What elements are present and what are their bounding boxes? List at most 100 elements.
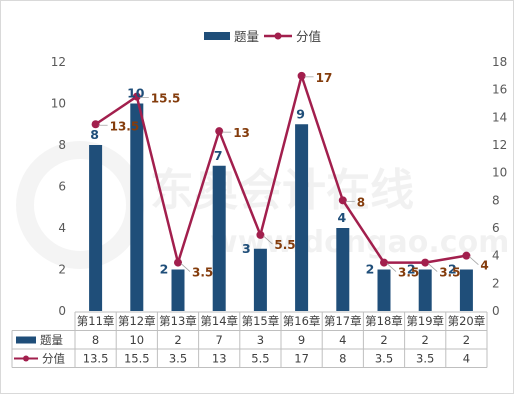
bar-data-label: 2: [448, 262, 457, 277]
table-cell-bar-value: 2: [422, 333, 429, 347]
bar-data-label: 7: [214, 148, 223, 163]
line-point-第15章: [256, 230, 265, 239]
y-left-tick: 2: [58, 263, 66, 277]
line-data-label: 17: [316, 71, 333, 85]
x-category-tick: 第12章: [118, 314, 156, 328]
table-cell-bar-value: 2: [380, 333, 387, 347]
line-label-leader: [386, 263, 397, 272]
y-right-tick: 4: [492, 249, 500, 263]
bar-第19章: [418, 269, 432, 311]
line-data-label: 3.5: [439, 266, 460, 280]
bar-第18章: [377, 269, 391, 311]
table-cell-line-value: 15.5: [124, 352, 150, 366]
bar-第16章: [295, 124, 309, 311]
table-cell-line-value: 4: [463, 352, 470, 366]
line-data-label: 8: [357, 195, 365, 209]
x-category-tick: 第15章: [242, 314, 280, 328]
line-point-第18章: [380, 258, 388, 267]
legend-swatch-marker: [274, 32, 282, 40]
line-label-leader: [263, 235, 273, 245]
x-category-tick: 第11章: [77, 314, 115, 328]
table-series-name: 分值: [42, 352, 65, 366]
table-series-name: 题量: [40, 333, 63, 347]
table-cell-line-value: 3.5: [416, 352, 434, 366]
line-label-leader: [180, 263, 191, 272]
x-category-tick: 第16章: [283, 314, 321, 328]
table-cell-bar-value: 9: [298, 333, 305, 347]
line-point-第13章: [174, 258, 182, 267]
table-cell-bar-value: 8: [92, 333, 99, 347]
line-data-label: 15.5: [151, 92, 181, 106]
bar-第13章: [171, 269, 185, 311]
y-right-tick: 6: [492, 221, 500, 235]
line-data-label: 3.5: [192, 266, 213, 280]
y-right-tick: 12: [492, 138, 507, 152]
y-left-tick: 8: [58, 138, 66, 152]
x-category-tick: 第18章: [365, 314, 403, 328]
x-category-tick: 第13章: [159, 314, 197, 328]
y-right-tick: 8: [492, 193, 500, 207]
table-cell-bar-value: 2: [174, 333, 181, 347]
table-cell-bar-value: 4: [339, 333, 346, 347]
y-right-tick: 10: [492, 166, 507, 180]
line-data-label: 4: [480, 259, 488, 273]
table-cell-bar-value: 3: [257, 333, 264, 347]
y-right-tick: 14: [492, 110, 507, 124]
line-data-label: 5.5: [274, 238, 295, 252]
y-left-tick: 6: [58, 180, 66, 194]
bar-第20章: [459, 269, 473, 311]
bar-第17章: [336, 228, 350, 311]
bar-data-label: 2: [160, 262, 169, 277]
line-series-path: [94, 74, 467, 264]
bar-data-label: 10: [127, 86, 145, 101]
table-cell-line-value: 5.5: [251, 352, 269, 366]
bar-data-label: 3: [242, 241, 251, 256]
bar-第15章: [253, 248, 267, 311]
line-data-label: 3.5: [398, 266, 419, 280]
y-right-tick: 0: [492, 304, 500, 318]
table-cell-bar-value: 2: [463, 333, 470, 347]
table-cell-bar-value: 7: [216, 333, 223, 347]
y-right-tick: 16: [492, 83, 507, 97]
x-category-tick: 第19章: [406, 314, 444, 328]
line-point-第12章: [132, 92, 141, 101]
y-right-tick: 2: [492, 276, 500, 290]
bar-data-label: 8: [90, 127, 99, 142]
table-key-marker: [23, 355, 29, 362]
legend-label-bar: 题量: [234, 29, 259, 44]
x-category-tick: 第14章: [200, 314, 238, 328]
table-cell-line-value: 13.5: [83, 352, 109, 366]
bar-data-label: 4: [337, 210, 346, 225]
table-cell-line-value: 17: [294, 352, 309, 366]
y-right-tick: 18: [492, 55, 507, 69]
table-cell-line-value: 3.5: [169, 352, 187, 366]
bar-第11章: [89, 145, 103, 311]
bar-data-label: 9: [296, 106, 305, 121]
bar-第14章: [212, 165, 226, 311]
bar-data-label: 2: [407, 262, 416, 277]
line-point-第20章: [462, 251, 471, 260]
watermark-text: 东奥会计在线: [150, 165, 414, 216]
line-point-第17章: [338, 196, 347, 205]
line-label-leader: [427, 263, 438, 272]
y-left-tick: 10: [51, 97, 66, 111]
table-key-bar: [16, 336, 36, 344]
line-point-第14章: [215, 127, 224, 136]
table-cell-line-value: 13: [212, 352, 227, 366]
bar-第12章: [130, 103, 144, 311]
y-left-tick: 4: [58, 221, 66, 235]
table-cell-bar-value: 10: [129, 333, 144, 347]
line-data-label: 13: [233, 126, 250, 140]
x-category-tick: 第20章: [448, 314, 486, 328]
line-point-第11章: [91, 120, 100, 129]
table-cell-line-value: 3.5: [375, 352, 393, 366]
legend-label-line: 分值: [296, 29, 321, 44]
y-left-tick: 0: [58, 304, 66, 318]
line-data-label: 13.5: [110, 119, 140, 133]
y-left-tick: 12: [51, 55, 66, 69]
bar-data-label: 2: [366, 262, 375, 277]
line-point-第16章: [297, 71, 306, 80]
line-label-leader: [469, 256, 479, 265]
